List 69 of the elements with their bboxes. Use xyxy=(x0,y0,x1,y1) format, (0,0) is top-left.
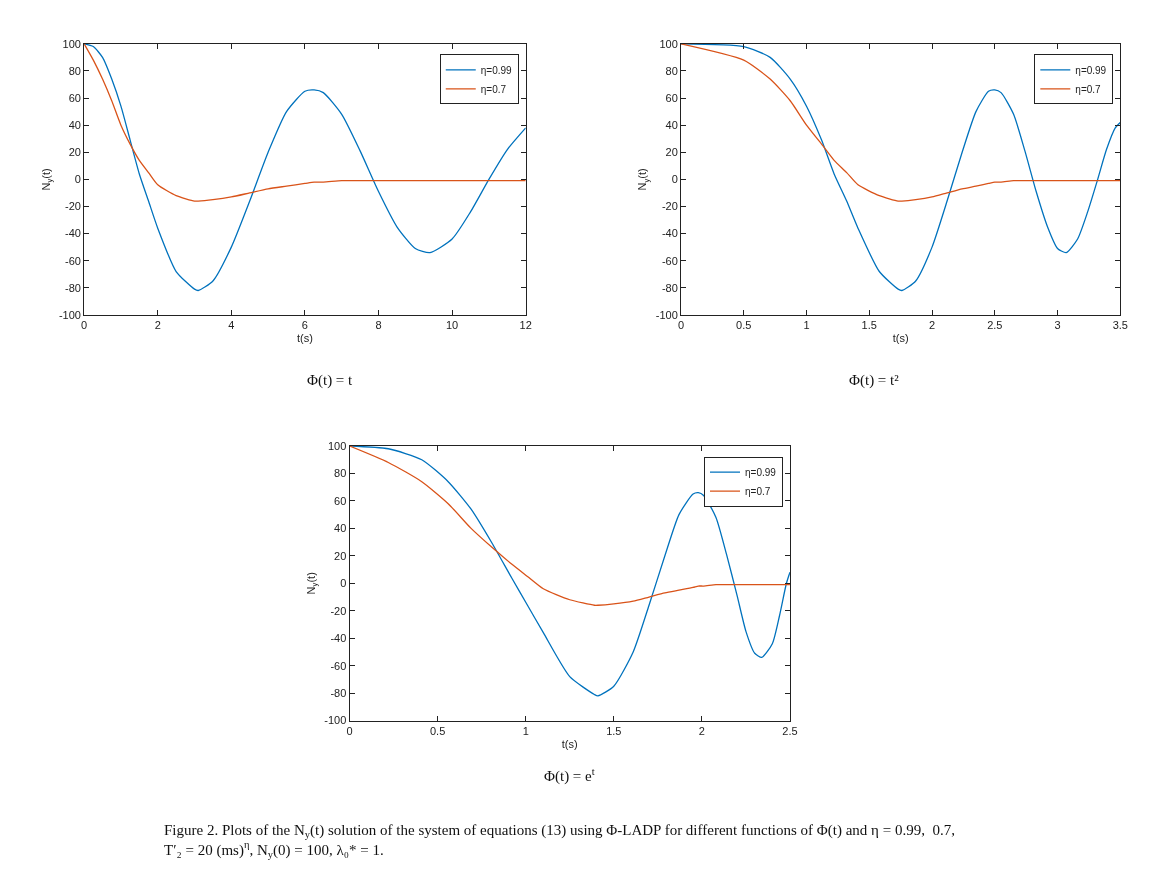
y-tick-label: -80 xyxy=(330,686,347,699)
text: Φ(t) = t xyxy=(307,372,354,389)
legend-label: η=0.7 xyxy=(745,485,771,497)
y-tick-label: -100 xyxy=(324,714,347,727)
y-tick-label: 40 xyxy=(68,119,81,131)
y-tick-label: -20 xyxy=(330,604,347,617)
legend-label: η=0.99 xyxy=(480,64,513,76)
legend-label: η=0.7 xyxy=(480,83,507,95)
line-series xyxy=(681,43,1121,202)
y-tick-label: 100 xyxy=(659,37,678,50)
y-tick-label: -40 xyxy=(65,227,81,240)
y-tick-label: -100 xyxy=(655,308,678,321)
y-tick-label: 0 xyxy=(74,173,81,186)
y-tick-label: -80 xyxy=(661,281,678,294)
x-tick-label: 1 xyxy=(522,724,529,737)
y-tick-label: -40 xyxy=(330,632,347,645)
y-tick-label: 100 xyxy=(62,37,81,50)
x-axis-title: t(s) xyxy=(892,332,909,345)
y-tick-label: -60 xyxy=(661,254,678,267)
x-tick-label: 8 xyxy=(375,319,382,332)
y-tick-label: 0 xyxy=(671,173,678,186)
y-tick-label: -40 xyxy=(661,227,678,240)
x-tick-label: 2 xyxy=(928,319,936,332)
x-tick-label: 3.5 xyxy=(1112,319,1128,332)
legend-label: η=0.99 xyxy=(1075,64,1107,76)
x-tick-label: 1.5 xyxy=(861,319,877,332)
y-tick-label: 20 xyxy=(665,146,678,159)
y-tick-label: 20 xyxy=(68,146,81,159)
x-tick-label: 4 xyxy=(228,319,235,332)
y-tick-label: 60 xyxy=(334,494,347,507)
x-tick-label: 12 xyxy=(519,319,532,332)
y-tick-label: 0 xyxy=(340,577,347,590)
y-tick-label: 100 xyxy=(327,439,347,452)
x-tick-label: 2.5 xyxy=(782,724,798,737)
y-tick-label: -20 xyxy=(661,200,678,213)
y-tick-label: 80 xyxy=(68,64,81,77)
text: Figure 2. Plots of the N$_{y}$(t) solution of the system of equations (13) using Φ-LADP for different functions of Φ(t) and η = 0.99, 0.7, T′₂ = 20 (ms)$^{η}$, N$_{y}$(0) = 100, λ₀* = 1. xyxy=(164,822,955,860)
y-tick-label: -80 xyxy=(65,281,81,294)
y-tick-label: 60 xyxy=(665,91,678,104)
line-series xyxy=(349,446,790,697)
y-tick-label: 80 xyxy=(334,467,347,480)
y-tick-label: -100 xyxy=(58,308,81,321)
x-tick-label: 0.5 xyxy=(736,319,752,332)
x-tick-label: 2.5 xyxy=(987,319,1003,332)
line-series xyxy=(84,43,526,292)
line-series xyxy=(84,43,526,202)
x-tick-label: 2 xyxy=(154,319,161,332)
x-axis-title: t(s) xyxy=(296,332,313,345)
x-tick-label: 1 xyxy=(803,319,810,332)
text: Φ(t) = e$^{t}$ xyxy=(544,766,595,786)
x-tick-label: 10 xyxy=(445,319,459,332)
legend-label: η=0.7 xyxy=(1075,83,1102,95)
y-tick-label: -60 xyxy=(330,659,347,672)
x-axis-title: t(s) xyxy=(561,737,578,750)
x-tick-label: 3 xyxy=(1054,319,1061,332)
line-series xyxy=(349,446,790,606)
y-tick-label: 80 xyxy=(665,64,678,77)
text: Φ(t) = t² xyxy=(849,372,900,389)
x-tick-label: 0.5 xyxy=(429,724,446,737)
x-tick-label: 1.5 xyxy=(606,724,622,737)
x-tick-label: 6 xyxy=(301,319,308,332)
x-tick-label: 2 xyxy=(698,724,705,737)
y-tick-label: 40 xyxy=(665,119,678,131)
y-tick-label: 60 xyxy=(68,91,81,104)
y-tick-label: -20 xyxy=(65,200,81,213)
y-tick-label: -60 xyxy=(65,254,81,267)
y-tick-label: 20 xyxy=(334,549,347,562)
legend-label: η=0.99 xyxy=(745,466,777,478)
y-tick-label: 40 xyxy=(334,522,347,535)
